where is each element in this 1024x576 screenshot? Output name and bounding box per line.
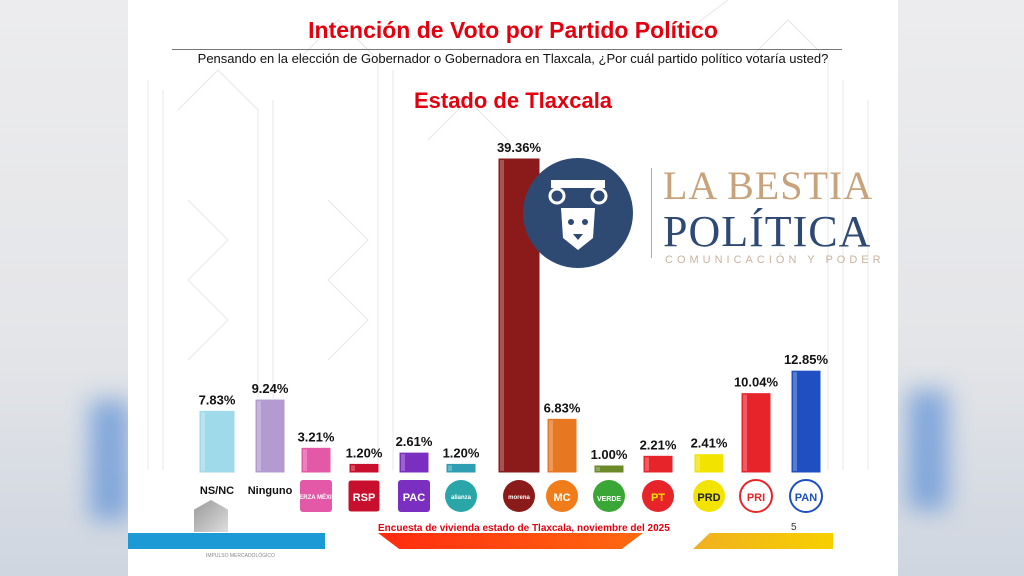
data-label: 6.83% [544, 400, 581, 415]
bar-highlight [303, 449, 307, 471]
party-logo-text: PAC [403, 492, 425, 504]
bar-highlight [201, 412, 205, 471]
bar-group: 1.20% alianza [443, 445, 480, 512]
party-logo-text: PRI [747, 492, 765, 504]
category-label: Ninguno [248, 485, 293, 497]
bar-group: 12.85% PAN [784, 352, 829, 513]
party-logo-icon [300, 480, 332, 512]
party-logo-icon [789, 479, 823, 513]
bar [790, 369, 822, 474]
party-logo-icon [593, 480, 625, 512]
bar [254, 398, 286, 474]
lion-column-icon [523, 158, 633, 268]
bar [300, 446, 332, 474]
data-label: 7.83% [199, 392, 236, 407]
party-logo-icon [347, 479, 381, 513]
bar [198, 409, 236, 474]
party-logo-text: RSP [353, 492, 376, 504]
chart-title: Intención de Voto por Partido Político [308, 17, 718, 43]
bar-group: 2.21% PT [640, 437, 677, 512]
data-label: 9.24% [252, 381, 289, 396]
party-logo-icon [398, 480, 430, 512]
watermark-line2: POLÍTICA [663, 207, 872, 256]
bar-highlight [645, 457, 649, 471]
bar [740, 392, 772, 474]
party-logo-text: morena [508, 495, 530, 501]
party-logo-text: MC [553, 492, 570, 504]
question-text: Pensando en la elección de Gobernador o … [197, 51, 829, 66]
party-logo-icon [642, 480, 674, 512]
data-label: 2.61% [396, 434, 433, 449]
party-logo-text: FUERZA MÉXICO [291, 493, 341, 501]
bar [642, 454, 674, 474]
bar-group: 10.04% PRI [734, 375, 779, 513]
bar-group: 7.83% NS/NC [198, 392, 236, 497]
party-logo-icon [503, 480, 535, 512]
party-logo-text: VERDE [597, 496, 621, 503]
data-label: 3.21% [298, 429, 335, 444]
bar-group: 1.20% RSP [346, 445, 383, 513]
background-right [898, 0, 1024, 576]
party-logo-icon [445, 480, 477, 512]
bar-group: 6.83% MC [544, 400, 581, 512]
survey-source: Encuesta de vivienda estado de Tlaxcala,… [378, 523, 670, 534]
bar-highlight [257, 401, 261, 471]
bar-group: 1.00% VERDE [591, 447, 628, 512]
bar-chart: 7.83% NS/NC 9.24% Ninguno 3.21% FUERZA MÉXICO… [198, 140, 829, 513]
watermark-line1: LA BESTIA [663, 163, 874, 208]
bar-highlight [696, 455, 700, 471]
bar [546, 417, 578, 474]
bar-highlight [448, 465, 452, 471]
footer-band-yellow [693, 533, 833, 549]
background-left [0, 0, 130, 576]
data-label: 2.41% [691, 436, 728, 451]
bar-highlight [500, 160, 504, 471]
data-label: 1.20% [443, 445, 480, 460]
bar [398, 451, 430, 474]
category-label: NS/NC [200, 485, 234, 497]
bar-group: 2.41% PRD [691, 436, 728, 512]
party-logo-icon [739, 479, 773, 513]
footer-band-blue [128, 533, 325, 549]
data-label: 1.20% [346, 445, 383, 460]
bar-highlight [549, 420, 553, 471]
data-label: 2.21% [640, 437, 677, 452]
page-number: 5 [791, 522, 797, 533]
bar-highlight [743, 394, 747, 471]
region-title: Estado de Tlaxcala [413, 88, 613, 113]
watermark-divider [651, 168, 652, 258]
party-logo-text: PRD [697, 492, 720, 504]
brand-text: IMPULSO MERCADOLÓGICO [206, 553, 275, 559]
slide: Intención de Voto por Partido Político P… [128, 0, 898, 576]
data-label: 12.85% [784, 352, 829, 367]
data-label: 1.00% [591, 447, 628, 462]
watermark-line3: COMUNICACIÓN Y PODER [665, 254, 885, 266]
party-logo-text: alianza [451, 495, 472, 501]
background-pattern [147, 0, 869, 470]
data-label: 10.04% [734, 375, 779, 390]
watermark-logo: LA BESTIA POLÍTICA COMUNICACIÓN Y PODER [523, 158, 898, 268]
party-logo-icon [693, 480, 725, 512]
footer-band-red [378, 533, 643, 549]
bar-highlight [401, 454, 405, 471]
bar-group: 9.24% Ninguno [248, 381, 293, 497]
bar [348, 462, 380, 474]
bar [445, 462, 477, 474]
party-logo-text: PT [651, 492, 665, 504]
bar [593, 464, 625, 474]
party-logo-icon [546, 480, 578, 512]
data-label: 39.36% [497, 140, 542, 155]
bar-group: 3.21% FUERZA MÉXICO [291, 429, 341, 512]
bar-highlight [351, 465, 355, 471]
title-divider [172, 49, 842, 50]
party-logo-text: PAN [795, 492, 817, 504]
bar-highlight [596, 466, 600, 471]
bar [693, 453, 725, 474]
bar-highlight [793, 372, 797, 471]
bar-group: 2.61% PAC [396, 434, 433, 512]
